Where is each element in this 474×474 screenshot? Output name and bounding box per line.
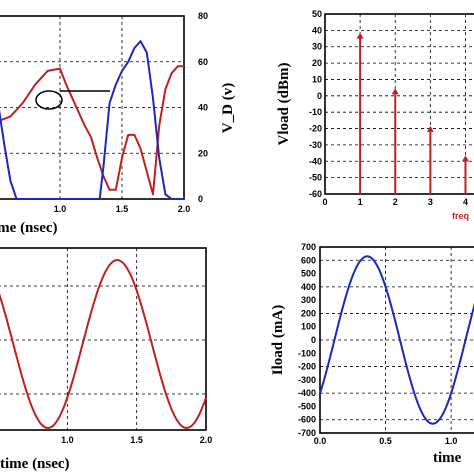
annotation-ellipse: [35, 90, 63, 110]
y-tick-label: -700: [298, 428, 316, 438]
x-tick-label: 0: [322, 197, 327, 207]
y-axis-title: Vload (dBm): [276, 63, 292, 146]
x-axis-title: time (nsec): [0, 456, 70, 472]
x-axis-title-fragment: freq: [452, 211, 469, 221]
y-tick-label: -10: [309, 107, 322, 117]
y-tick-label: 50: [312, 9, 322, 19]
y-tick-label: -400: [298, 388, 316, 398]
y-tick-label: 30: [312, 42, 322, 52]
y2-tick-label: 40: [198, 103, 208, 113]
bar-group: [356, 32, 469, 194]
y-tick-label: -40: [309, 156, 322, 166]
x-tick-label: 4: [463, 197, 468, 207]
x-tick-label: 1: [358, 197, 363, 207]
y-tick-labels: 700 600 500 400 300 200 100 0 -100 -200 -300 -400 -5…: [298, 242, 316, 438]
y-tick-label: 300: [301, 295, 316, 305]
waveform-line: [319, 255, 474, 425]
y-tick-label: 0: [317, 91, 322, 101]
y2-tick-label: 0: [198, 194, 203, 204]
panel-voltage-drain: 1.0 1.5 2.0 80 60 40 20 0 time (nsec) V_D (v): [0, 11, 236, 236]
series-group: [0, 40, 184, 200]
series-group: [319, 255, 474, 425]
x-tick-labels: 0 1 2 3 4: [322, 197, 467, 207]
y-tick-label: 600: [301, 255, 316, 265]
spectral-line-head-1: [356, 32, 364, 39]
grid: [325, 14, 474, 194]
y2-tick-label: 60: [198, 57, 208, 67]
plot-frame: [319, 246, 474, 434]
y-tick-label: -30: [309, 140, 322, 150]
y2-tick-label: 20: [198, 148, 208, 158]
x-tick-labels: 0.0 0.5 1.0: [314, 436, 458, 446]
panel-iload: 0.0 0.5 1.0 700 600 500 400 300 200 100 0 -100 -200…: [270, 242, 474, 466]
y-tick-label: 500: [301, 269, 316, 279]
x-tick-label: 1.0: [54, 204, 67, 214]
y-tick-label: -50: [309, 173, 322, 183]
y-tick-label: -600: [298, 415, 316, 425]
spectral-line-head-4: [461, 155, 469, 162]
y-tick-label: 700: [301, 242, 316, 252]
y-tick-label: 0: [311, 335, 316, 345]
x-tick-labels: 1.0 1.5 2.0: [54, 204, 191, 214]
annotation-marker: [35, 90, 110, 110]
y-tick-label: -100: [298, 348, 316, 358]
x-tick-label: 2: [393, 197, 398, 207]
plot-frame: [0, 247, 207, 431]
series-group: [0, 258, 207, 430]
x-tick-label: 0.5: [379, 436, 392, 446]
x-tick-label: 1.5: [130, 435, 143, 445]
y2-tick-labels: 80 60 40 20 0: [198, 11, 208, 204]
x-tick-label: 1.0: [61, 435, 74, 445]
x-tick-label: 1.5: [116, 204, 129, 214]
spectral-line-head-2: [391, 88, 399, 95]
y-tick-label: 200: [301, 308, 316, 318]
y-tick-labels: 50 40 30 20 10 0 -10 -20 -30 -40 -50 -60: [309, 9, 322, 199]
x-tick-label: 0.0: [314, 436, 327, 446]
x-tick-label: 2.0: [178, 204, 191, 214]
y-tick-label: -200: [298, 362, 316, 372]
plot-frame: [324, 13, 474, 195]
y-axis-title: Iload (mA): [270, 305, 286, 375]
waveform-line: [0, 258, 207, 430]
grid: [0, 16, 184, 199]
x-tick-labels: 1.0 1.5 2.0: [61, 435, 212, 445]
grid: [320, 247, 474, 433]
x-axis-title: time: [433, 450, 462, 466]
y-tick-label: 20: [312, 58, 322, 68]
y-tick-label: 100: [301, 322, 316, 332]
y2-axis-title: V_D (v): [220, 83, 236, 133]
y-tick-label: -20: [309, 124, 322, 134]
x-tick-label: 3: [428, 197, 433, 207]
panel-vload-spectrum: 0 1 2 3 4 50 40 30 20 10 0 -10 -20 -30 -40 -50 -60 freq…: [276, 9, 474, 221]
y-tick-label: 400: [301, 282, 316, 292]
x-axis-title: time (nsec): [0, 220, 58, 236]
panel-bottom-left-waveform: 1.0 1.5 2.0 time (nsec): [0, 247, 212, 472]
y-tick-label: 40: [312, 25, 322, 35]
series-line-1: [0, 40, 184, 200]
y-tick-label: -60: [309, 189, 322, 199]
y-tick-label: 10: [312, 74, 322, 84]
y2-tick-label: 80: [198, 11, 208, 21]
y-tick-label: -500: [298, 401, 316, 411]
x-tick-label: 2.0: [200, 435, 213, 445]
y-tick-label: -300: [298, 375, 316, 385]
x-tick-label: 1.0: [445, 436, 458, 446]
series-line-0: [0, 65, 184, 196]
spectral-line-head-3: [426, 125, 434, 132]
